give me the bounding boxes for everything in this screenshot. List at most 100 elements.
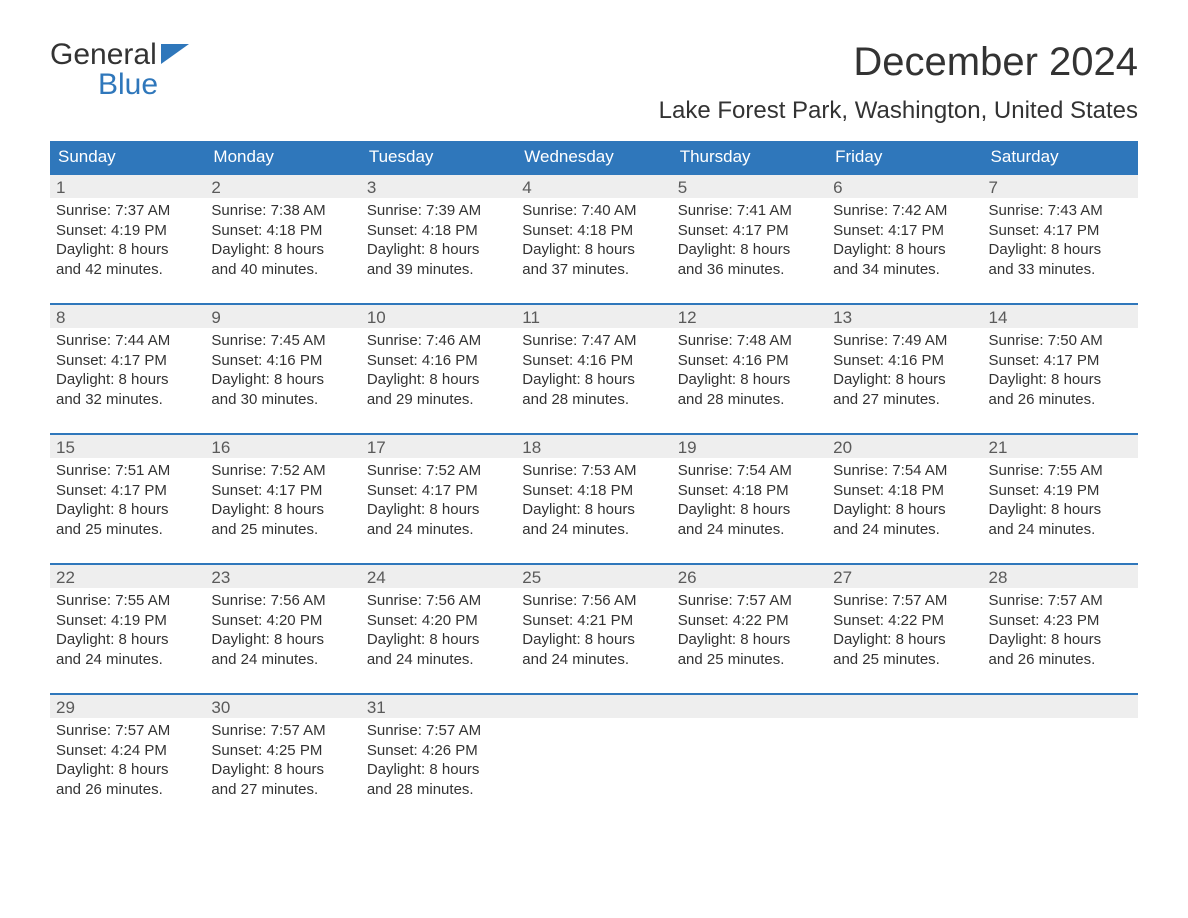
day-day2: and 40 minutes.	[211, 260, 354, 280]
day-day2: and 25 minutes.	[678, 650, 821, 670]
day-day2: and 24 minutes.	[678, 520, 821, 540]
day-sunrise: Sunrise: 7:38 AM	[211, 201, 354, 221]
day-number: 27	[827, 563, 982, 588]
day-sunrise: Sunrise: 7:56 AM	[367, 591, 510, 611]
day-day2: and 28 minutes.	[367, 780, 510, 800]
day-sunrise: Sunrise: 7:40 AM	[522, 201, 665, 221]
header: General Blue December 2024 Lake Forest P…	[50, 40, 1138, 135]
day-sunrise: Sunrise: 7:43 AM	[989, 201, 1132, 221]
day-body: Sunrise: 7:57 AMSunset: 4:23 PMDaylight:…	[983, 588, 1138, 693]
day-body: Sunrise: 7:39 AMSunset: 4:18 PMDaylight:…	[361, 198, 516, 303]
day-sunset: Sunset: 4:17 PM	[678, 221, 821, 241]
day-day1: Daylight: 8 hours	[367, 760, 510, 780]
day-body: Sunrise: 7:57 AMSunset: 4:25 PMDaylight:…	[205, 718, 360, 823]
day-sunset: Sunset: 4:22 PM	[833, 611, 976, 631]
day-day1: Daylight: 8 hours	[522, 370, 665, 390]
day-day1: Daylight: 8 hours	[211, 500, 354, 520]
day-day1: Daylight: 8 hours	[833, 370, 976, 390]
day-body: Sunrise: 7:56 AMSunset: 4:20 PMDaylight:…	[205, 588, 360, 693]
week-row: 1Sunrise: 7:37 AMSunset: 4:19 PMDaylight…	[50, 173, 1138, 303]
day-sunrise: Sunrise: 7:42 AM	[833, 201, 976, 221]
day-number: 5	[672, 173, 827, 198]
day-day1: Daylight: 8 hours	[989, 370, 1132, 390]
day-sunrise: Sunrise: 7:57 AM	[678, 591, 821, 611]
day-cell: 18Sunrise: 7:53 AMSunset: 4:18 PMDayligh…	[516, 433, 671, 563]
day-sunset: Sunset: 4:18 PM	[367, 221, 510, 241]
day-body: Sunrise: 7:42 AMSunset: 4:17 PMDaylight:…	[827, 198, 982, 303]
day-day2: and 28 minutes.	[678, 390, 821, 410]
day-number: 3	[361, 173, 516, 198]
day-day2: and 24 minutes.	[56, 650, 199, 670]
day-cell: 23Sunrise: 7:56 AMSunset: 4:20 PMDayligh…	[205, 563, 360, 693]
day-day2: and 24 minutes.	[522, 650, 665, 670]
day-cell: 31Sunrise: 7:57 AMSunset: 4:26 PMDayligh…	[361, 693, 516, 823]
day-cell: 20Sunrise: 7:54 AMSunset: 4:18 PMDayligh…	[827, 433, 982, 563]
day-cell: 25Sunrise: 7:56 AMSunset: 4:21 PMDayligh…	[516, 563, 671, 693]
day-day2: and 24 minutes.	[989, 520, 1132, 540]
day-sunrise: Sunrise: 7:57 AM	[833, 591, 976, 611]
day-body: Sunrise: 7:40 AMSunset: 4:18 PMDaylight:…	[516, 198, 671, 303]
week-row: 22Sunrise: 7:55 AMSunset: 4:19 PMDayligh…	[50, 563, 1138, 693]
day-sunset: Sunset: 4:24 PM	[56, 741, 199, 761]
day-day1: Daylight: 8 hours	[833, 630, 976, 650]
day-cell: 2Sunrise: 7:38 AMSunset: 4:18 PMDaylight…	[205, 173, 360, 303]
day-cell: 8Sunrise: 7:44 AMSunset: 4:17 PMDaylight…	[50, 303, 205, 433]
weekday-header-row: SundayMondayTuesdayWednesdayThursdayFrid…	[50, 141, 1138, 173]
logo-flag-icon	[161, 40, 189, 70]
day-body: Sunrise: 7:52 AMSunset: 4:17 PMDaylight:…	[205, 458, 360, 563]
day-cell: 29Sunrise: 7:57 AMSunset: 4:24 PMDayligh…	[50, 693, 205, 823]
week-row: 8Sunrise: 7:44 AMSunset: 4:17 PMDaylight…	[50, 303, 1138, 433]
day-sunset: Sunset: 4:18 PM	[678, 481, 821, 501]
day-day2: and 26 minutes.	[56, 780, 199, 800]
day-sunrise: Sunrise: 7:49 AM	[833, 331, 976, 351]
logo-line2: Blue	[50, 70, 189, 100]
calendar: SundayMondayTuesdayWednesdayThursdayFrid…	[50, 141, 1138, 823]
day-day1: Daylight: 8 hours	[522, 500, 665, 520]
day-sunrise: Sunrise: 7:52 AM	[367, 461, 510, 481]
day-number: 2	[205, 173, 360, 198]
day-sunrise: Sunrise: 7:41 AM	[678, 201, 821, 221]
day-day2: and 39 minutes.	[367, 260, 510, 280]
day-cell	[983, 693, 1138, 823]
day-day1: Daylight: 8 hours	[211, 370, 354, 390]
location: Lake Forest Park, Washington, United Sta…	[659, 97, 1138, 125]
day-day2: and 24 minutes.	[833, 520, 976, 540]
day-sunset: Sunset: 4:17 PM	[367, 481, 510, 501]
day-sunset: Sunset: 4:21 PM	[522, 611, 665, 631]
day-sunset: Sunset: 4:26 PM	[367, 741, 510, 761]
day-sunrise: Sunrise: 7:47 AM	[522, 331, 665, 351]
day-cell: 26Sunrise: 7:57 AMSunset: 4:22 PMDayligh…	[672, 563, 827, 693]
day-day1: Daylight: 8 hours	[522, 240, 665, 260]
weekday-header: Wednesday	[516, 141, 671, 173]
day-sunrise: Sunrise: 7:45 AM	[211, 331, 354, 351]
day-number: 20	[827, 433, 982, 458]
day-day2: and 30 minutes.	[211, 390, 354, 410]
day-day2: and 25 minutes.	[56, 520, 199, 540]
day-day1: Daylight: 8 hours	[678, 500, 821, 520]
day-body: Sunrise: 7:37 AMSunset: 4:19 PMDaylight:…	[50, 198, 205, 303]
day-sunrise: Sunrise: 7:57 AM	[989, 591, 1132, 611]
day-body: Sunrise: 7:50 AMSunset: 4:17 PMDaylight:…	[983, 328, 1138, 433]
day-sunset: Sunset: 4:25 PM	[211, 741, 354, 761]
day-day1: Daylight: 8 hours	[522, 630, 665, 650]
weekday-header: Thursday	[672, 141, 827, 173]
day-sunrise: Sunrise: 7:44 AM	[56, 331, 199, 351]
day-cell: 10Sunrise: 7:46 AMSunset: 4:16 PMDayligh…	[361, 303, 516, 433]
day-number: 14	[983, 303, 1138, 328]
day-cell: 30Sunrise: 7:57 AMSunset: 4:25 PMDayligh…	[205, 693, 360, 823]
day-number	[827, 693, 982, 718]
month-title: December 2024	[659, 40, 1138, 85]
day-number: 23	[205, 563, 360, 588]
day-cell: 3Sunrise: 7:39 AMSunset: 4:18 PMDaylight…	[361, 173, 516, 303]
day-body: Sunrise: 7:54 AMSunset: 4:18 PMDaylight:…	[672, 458, 827, 563]
day-number	[516, 693, 671, 718]
day-day2: and 24 minutes.	[367, 650, 510, 670]
day-body: Sunrise: 7:45 AMSunset: 4:16 PMDaylight:…	[205, 328, 360, 433]
day-number: 13	[827, 303, 982, 328]
day-day1: Daylight: 8 hours	[833, 500, 976, 520]
day-number: 7	[983, 173, 1138, 198]
day-day2: and 25 minutes.	[833, 650, 976, 670]
day-sunset: Sunset: 4:17 PM	[833, 221, 976, 241]
day-body: Sunrise: 7:56 AMSunset: 4:21 PMDaylight:…	[516, 588, 671, 693]
day-cell: 28Sunrise: 7:57 AMSunset: 4:23 PMDayligh…	[983, 563, 1138, 693]
